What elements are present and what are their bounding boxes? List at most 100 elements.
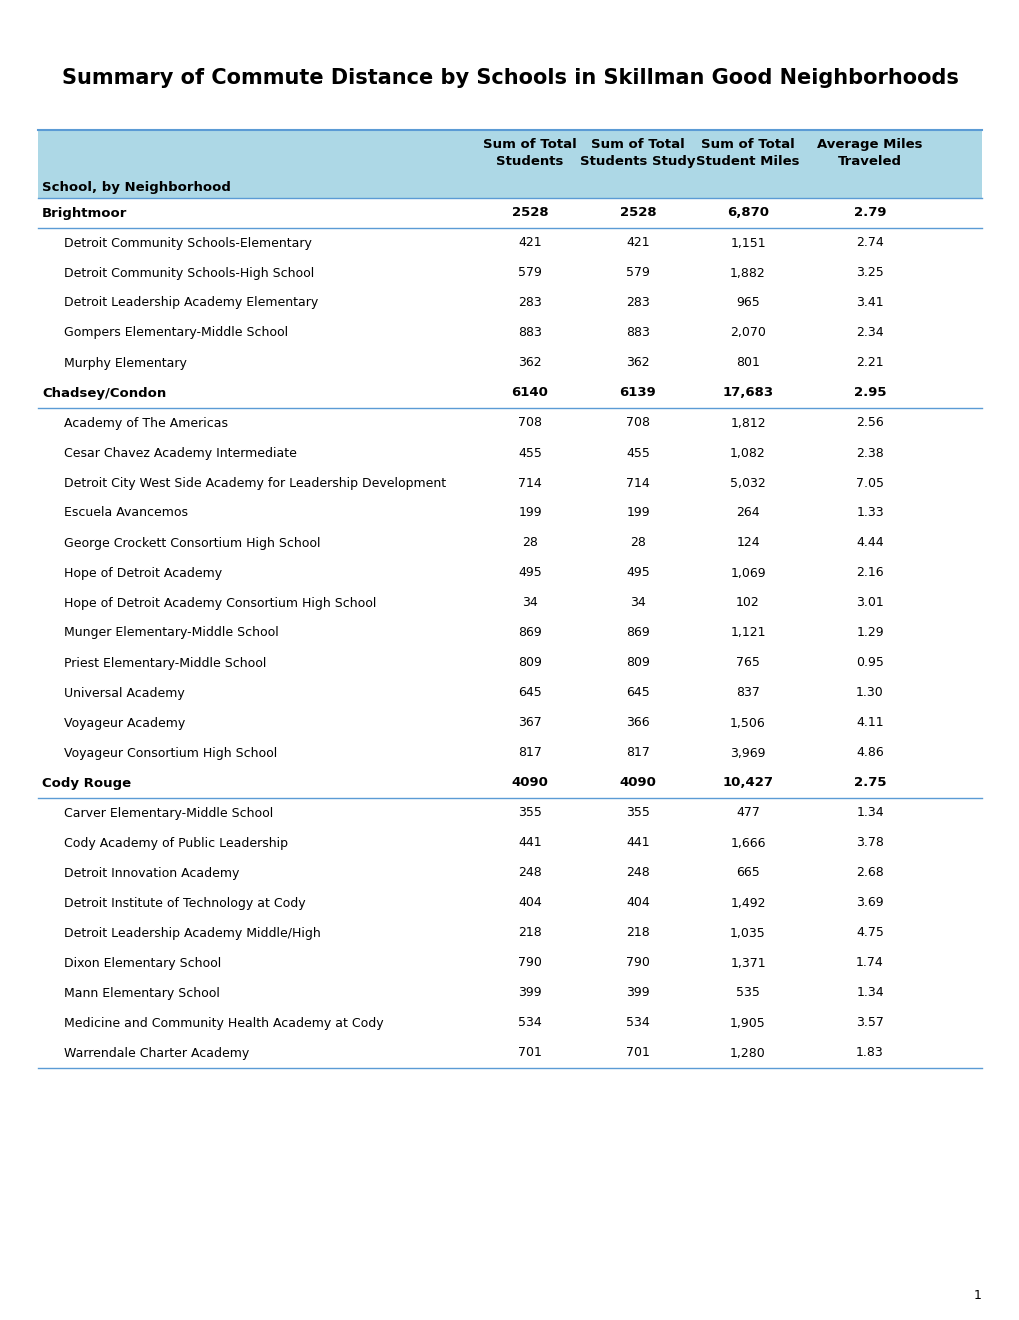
Text: 10,427: 10,427 [721,776,772,789]
Text: 1,506: 1,506 [730,717,765,730]
Text: 1,882: 1,882 [730,267,765,280]
Text: 535: 535 [736,986,759,999]
Text: 714: 714 [626,477,649,490]
Text: 4.86: 4.86 [855,747,883,759]
Text: 883: 883 [518,326,541,339]
Text: 6140: 6140 [512,387,548,400]
Text: Detroit Institute of Technology at Cody: Detroit Institute of Technology at Cody [64,896,306,909]
Text: Voyageur Academy: Voyageur Academy [64,717,185,730]
Text: 701: 701 [626,1047,649,1060]
Text: 421: 421 [518,236,541,249]
Text: 1,151: 1,151 [730,236,765,249]
Text: 2.56: 2.56 [855,417,883,429]
Bar [38,129,981,198]
Text: 1,666: 1,666 [730,837,765,850]
Text: Detroit Community Schools-Elementary: Detroit Community Schools-Elementary [64,236,312,249]
Text: 869: 869 [626,627,649,639]
Text: 283: 283 [626,297,649,309]
Text: 34: 34 [630,597,645,610]
Text: Universal Academy: Universal Academy [64,686,184,700]
Text: 534: 534 [518,1016,541,1030]
Text: 790: 790 [626,957,649,969]
Text: 399: 399 [626,986,649,999]
Text: 714: 714 [518,477,541,490]
Text: Murphy Elementary: Murphy Elementary [64,356,186,370]
Text: 3.25: 3.25 [855,267,883,280]
Text: 817: 817 [626,747,649,759]
Text: 2.16: 2.16 [855,566,882,579]
Text: Brightmoor: Brightmoor [42,206,127,219]
Text: 2528: 2528 [620,206,655,219]
Text: 708: 708 [626,417,649,429]
Text: 495: 495 [626,566,649,579]
Text: Sum of Total
Students: Sum of Total Students [483,139,577,168]
Text: 708: 708 [518,417,541,429]
Text: 6139: 6139 [619,387,656,400]
Text: 4.75: 4.75 [855,927,883,940]
Text: 5,032: 5,032 [730,477,765,490]
Text: 2.74: 2.74 [855,236,883,249]
Text: 965: 965 [736,297,759,309]
Text: 4.11: 4.11 [855,717,882,730]
Text: School, by Neighborhood: School, by Neighborhood [42,181,230,194]
Text: 765: 765 [736,656,759,669]
Text: 4090: 4090 [512,776,548,789]
Text: 1.83: 1.83 [855,1047,883,1060]
Text: 2.34: 2.34 [855,326,882,339]
Text: 6,870: 6,870 [727,206,768,219]
Text: 1,082: 1,082 [730,446,765,459]
Text: Priest Elementary-Middle School: Priest Elementary-Middle School [64,656,266,669]
Text: 837: 837 [736,686,759,700]
Text: Gompers Elementary-Middle School: Gompers Elementary-Middle School [64,326,287,339]
Text: 579: 579 [518,267,541,280]
Text: Cesar Chavez Academy Intermediate: Cesar Chavez Academy Intermediate [64,446,297,459]
Text: 645: 645 [626,686,649,700]
Text: Munger Elementary-Middle School: Munger Elementary-Middle School [64,627,278,639]
Text: 2.38: 2.38 [855,446,883,459]
Text: 248: 248 [626,866,649,879]
Text: 102: 102 [736,597,759,610]
Text: Detroit Leadership Academy Elementary: Detroit Leadership Academy Elementary [64,297,318,309]
Text: 869: 869 [518,627,541,639]
Text: 2528: 2528 [512,206,548,219]
Text: 199: 199 [518,507,541,520]
Text: 355: 355 [626,807,649,820]
Text: 1.33: 1.33 [855,507,882,520]
Text: 2.79: 2.79 [853,206,886,219]
Text: 1,069: 1,069 [730,566,765,579]
Text: George Crockett Consortium High School: George Crockett Consortium High School [64,536,320,549]
Text: 1.34: 1.34 [855,807,882,820]
Text: 404: 404 [626,896,649,909]
Text: 218: 218 [518,927,541,940]
Text: 579: 579 [626,267,649,280]
Text: 0.95: 0.95 [855,656,883,669]
Text: Dixon Elementary School: Dixon Elementary School [64,957,221,969]
Text: 3.41: 3.41 [855,297,882,309]
Text: 1,492: 1,492 [730,896,765,909]
Text: 17,683: 17,683 [721,387,772,400]
Text: 199: 199 [626,507,649,520]
Text: 495: 495 [518,566,541,579]
Text: 404: 404 [518,896,541,909]
Text: 3.78: 3.78 [855,837,883,850]
Text: 441: 441 [626,837,649,850]
Text: 399: 399 [518,986,541,999]
Text: 2.75: 2.75 [853,776,886,789]
Text: Detroit Community Schools-High School: Detroit Community Schools-High School [64,267,314,280]
Text: Warrendale Charter Academy: Warrendale Charter Academy [64,1047,249,1060]
Text: 3.01: 3.01 [855,597,883,610]
Text: 366: 366 [626,717,649,730]
Text: 801: 801 [736,356,759,370]
Text: 883: 883 [626,326,649,339]
Text: 701: 701 [518,1047,541,1060]
Text: Carver Elementary-Middle School: Carver Elementary-Middle School [64,807,273,820]
Text: 645: 645 [518,686,541,700]
Text: Chadsey/Condon: Chadsey/Condon [42,387,166,400]
Text: 1,371: 1,371 [730,957,765,969]
Text: 1.29: 1.29 [855,627,882,639]
Text: 1,280: 1,280 [730,1047,765,1060]
Text: 1,812: 1,812 [730,417,765,429]
Text: Average Miles
Traveled: Average Miles Traveled [816,139,922,168]
Text: Voyageur Consortium High School: Voyageur Consortium High School [64,747,277,759]
Text: 28: 28 [630,536,645,549]
